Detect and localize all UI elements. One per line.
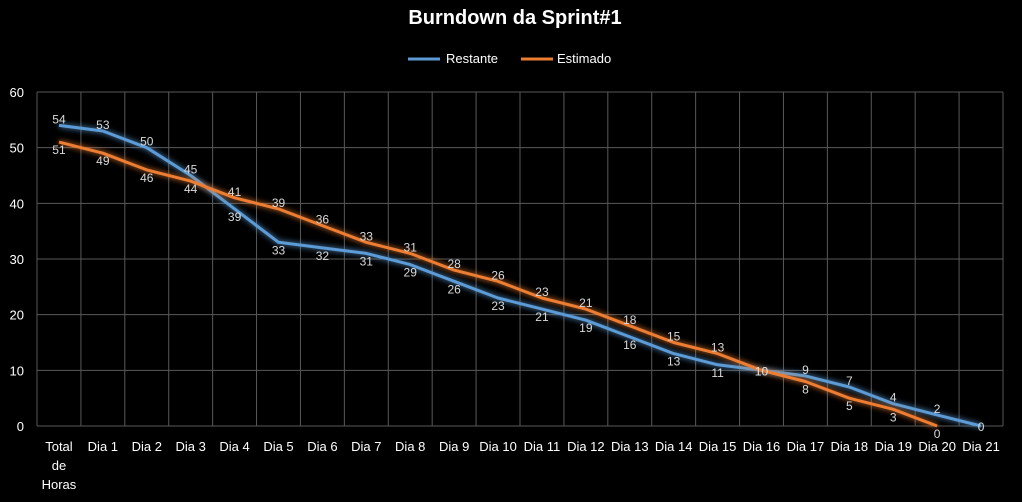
legend-label-estimado: Estimado: [557, 51, 611, 66]
x-tick-label: Dia 4: [219, 439, 249, 454]
y-tick-label: 20: [10, 308, 24, 323]
x-tick-label: de: [52, 458, 66, 473]
x-tick-label: Dia 20: [918, 439, 956, 454]
gridlines: [36, 91, 1004, 427]
data-label-restante: 32: [316, 249, 330, 263]
data-label-estimado: 44: [184, 182, 198, 196]
x-tick-label: Dia 11: [524, 439, 561, 454]
data-label-restante: 2: [934, 402, 941, 416]
y-axis-ticks: 0 10 20 30 40 50 60: [10, 85, 24, 434]
x-tick-label: Dia 14: [655, 439, 693, 454]
data-label-restante: 26: [447, 282, 461, 296]
x-tick-label: Dia 9: [439, 439, 469, 454]
data-label-restante: 29: [404, 266, 418, 280]
data-label-restante: 0: [978, 420, 985, 434]
data-label-restante: 45: [184, 163, 198, 177]
data-label-estimado: 46: [140, 171, 154, 185]
data-label-estimado: 51: [52, 143, 66, 157]
series-lines: [58, 123, 982, 428]
x-tick-label: Dia 17: [787, 439, 825, 454]
data-label-estimado: 41: [228, 185, 242, 199]
legend-label-restante: Restante: [446, 51, 498, 66]
x-tick-label: Dia 6: [307, 439, 337, 454]
data-label-restante: 53: [96, 118, 110, 132]
legend: Restante Estimado: [408, 51, 611, 66]
data-label-restante: 21: [535, 310, 549, 324]
data-label-estimado: 33: [360, 229, 374, 243]
data-label-estimado: 5: [846, 399, 853, 413]
x-tick-label: Dia 18: [831, 439, 869, 454]
data-label-restante: 9: [802, 363, 809, 377]
x-tick-label: Dia 13: [611, 439, 649, 454]
data-label-restante: 11: [711, 366, 724, 380]
y-tick-label: 0: [17, 419, 24, 434]
series-line-restante: [58, 123, 982, 428]
data-label-restante: 39: [228, 210, 242, 224]
data-label-restante: 33: [272, 243, 286, 257]
series-line-estimado: [58, 140, 938, 428]
y-tick-label: 60: [10, 85, 24, 100]
data-label-restante: 13: [667, 355, 681, 369]
data-label-estimado: 26: [491, 268, 505, 282]
x-tick-label: Dia 5: [263, 439, 293, 454]
data-label-restante: 54: [52, 112, 66, 126]
x-tick-label: Dia 8: [395, 439, 425, 454]
data-label-estimado: 3: [890, 410, 897, 424]
data-label-estimado: 39: [272, 196, 286, 210]
data-label-estimado: 18: [623, 313, 637, 327]
data-label-restante: 19: [579, 321, 593, 335]
x-tick-label: Horas: [42, 477, 77, 492]
data-label-estimado: 49: [96, 154, 110, 168]
y-tick-label: 50: [10, 141, 24, 156]
x-tick-label: Dia 15: [699, 439, 737, 454]
data-label-estimado: 13: [711, 341, 725, 355]
data-label-estimado: 0: [934, 427, 941, 441]
y-tick-label: 40: [10, 196, 24, 211]
x-tick-label: Dia 1: [88, 439, 118, 454]
x-tick-label: Dia 7: [351, 439, 381, 454]
data-label-restante: 50: [140, 135, 154, 149]
x-tick-label: Dia 21: [962, 439, 1000, 454]
data-label-restante: 16: [623, 338, 637, 352]
x-axis-ticks: Total de Horas Dia 1 Dia 2 Dia 3 Dia 4 Dia 5 Dia…: [42, 439, 1000, 492]
x-tick-label: Total: [45, 439, 73, 454]
x-tick-label: Dia 10: [479, 439, 517, 454]
data-label-restante: 23: [491, 299, 505, 313]
x-tick-label: Dia 2: [132, 439, 162, 454]
data-label-restante: 31: [360, 254, 374, 268]
data-label-estimado: 23: [535, 285, 549, 299]
x-tick-label: Dia 16: [743, 439, 781, 454]
data-label-estimado: 10: [755, 364, 769, 378]
data-label-estimado: 28: [447, 257, 461, 271]
y-tick-label: 10: [10, 363, 24, 378]
data-label-restante: 7: [846, 374, 853, 388]
x-tick-label: Dia 19: [874, 439, 912, 454]
data-label-estimado: 15: [667, 330, 681, 344]
y-tick-label: 30: [10, 252, 24, 267]
data-label-restante: 4: [890, 391, 897, 405]
data-label-restante: 10: [755, 364, 769, 378]
x-tick-label: Dia 12: [567, 439, 605, 454]
data-label-estimado: 31: [404, 240, 418, 254]
data-label-estimado: 36: [316, 213, 330, 227]
data-label-estimado: 21: [579, 296, 593, 310]
data-label-estimado: 8: [802, 382, 809, 396]
x-tick-label: Dia 3: [176, 439, 206, 454]
chart-title: Burndown da Sprint#1: [408, 7, 621, 29]
